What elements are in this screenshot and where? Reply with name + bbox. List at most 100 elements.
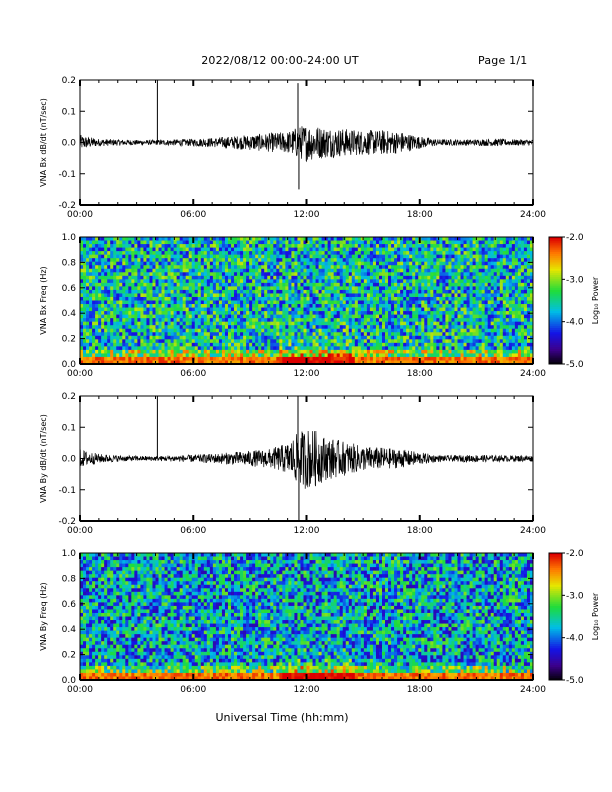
spectrogram-cell — [212, 237, 217, 241]
spectrogram-cell — [439, 335, 443, 340]
spectrogram-cell — [463, 318, 467, 323]
spectrogram-cell — [288, 360, 292, 365]
spectrogram-cell — [258, 254, 262, 259]
spectrogram-cell — [276, 289, 280, 294]
spectrogram-cell — [221, 261, 226, 266]
spectrogram-cell — [409, 311, 413, 316]
spectrogram-cell — [412, 254, 416, 259]
spectrogram-cell — [327, 332, 332, 337]
spectrogram-cell — [252, 265, 256, 270]
spectrogram-cell — [243, 268, 247, 273]
spectrogram-cell — [457, 332, 461, 337]
spectrogram-cell — [167, 318, 171, 323]
spectrogram-cell — [173, 300, 178, 305]
spectrogram-cell — [110, 261, 114, 266]
spectrogram-cell — [303, 293, 307, 298]
spectrogram-cell — [255, 272, 259, 277]
spectrogram-cell — [351, 251, 356, 256]
spectrogram-cell — [224, 293, 229, 298]
spectrogram-cell — [366, 286, 371, 291]
spectrogram-cell — [409, 272, 413, 277]
spectrogram-cell — [194, 321, 199, 326]
spectrogram-cell — [454, 304, 458, 308]
spectrogram-cell — [433, 258, 437, 263]
spectrogram-cell — [412, 261, 416, 266]
spectrogram-cell — [288, 240, 292, 245]
spectrogram-cell — [448, 258, 452, 263]
spectrogram-cell — [137, 332, 141, 337]
spectrogram-cell — [294, 282, 298, 287]
spectrogram-cell — [83, 240, 87, 245]
spectrogram-cell — [484, 286, 489, 291]
spectrogram-cell — [466, 275, 470, 280]
spectrogram-cell — [366, 272, 371, 277]
spectrogram-cell — [209, 251, 214, 256]
spectrogram-cell — [164, 328, 168, 333]
spectrogram-cell — [140, 237, 144, 241]
spectrogram-cell — [448, 275, 452, 280]
spectrogram-cell — [430, 318, 434, 323]
spectrogram-cell — [161, 296, 165, 301]
spectrogram-cell — [351, 279, 356, 284]
spectrogram-cell — [318, 268, 322, 273]
spectrogram-cell — [152, 353, 156, 358]
spectrogram-cell — [481, 332, 486, 337]
spectrogram-cell — [427, 251, 431, 256]
spectrogram-cell — [351, 258, 356, 263]
spectrogram-cell — [466, 268, 470, 273]
spectrogram-cell — [218, 237, 223, 241]
spectrogram-cell — [318, 314, 322, 319]
spectrogram-cell — [146, 265, 150, 270]
spectrogram-cell — [249, 244, 253, 248]
spectrogram-cell — [173, 342, 178, 347]
spectrogram-cell — [330, 237, 335, 241]
spectrogram-cell — [255, 311, 259, 316]
spectrogram-cell — [321, 244, 326, 248]
spectrogram-cell — [167, 265, 171, 270]
spectrogram-cell — [436, 247, 440, 252]
spectrogram-cell — [388, 328, 392, 333]
spectrogram-cell — [209, 258, 214, 263]
spectrogram-cell — [478, 318, 483, 323]
spectrogram-cell — [345, 307, 350, 312]
spectrogram-cell — [185, 325, 190, 330]
spectrogram-cell — [252, 254, 256, 259]
spectrogram-cell — [366, 247, 371, 252]
spectrogram-cell — [300, 244, 304, 248]
spectrogram-cell — [98, 272, 102, 277]
spectrogram-cell — [400, 321, 404, 326]
spectrogram-cell — [357, 314, 362, 319]
spectrogram-cell — [427, 360, 431, 365]
spectrogram-cell — [406, 314, 410, 319]
spectrogram-cell — [397, 356, 401, 361]
spectrogram-cell — [173, 258, 178, 263]
spectrogram-cell — [155, 244, 159, 248]
spectrogram-cell — [378, 272, 383, 277]
spectrogram-cell — [294, 244, 298, 248]
spectrogram-cell — [472, 300, 477, 305]
spectrogram-cell — [113, 272, 117, 277]
spectrogram-cell — [110, 282, 114, 287]
spectrogram-cell — [300, 353, 304, 358]
spectrogram-cell — [445, 356, 449, 361]
spectrogram-cell — [463, 272, 467, 277]
spectrogram-cell — [285, 289, 289, 294]
spectrogram-cell — [294, 261, 298, 266]
spectrogram-cell — [258, 314, 262, 319]
spectrogram-cell — [472, 279, 477, 284]
spectrogram-cell — [424, 307, 428, 312]
spectrogram-cell — [143, 360, 147, 365]
spectrogram-cell — [173, 335, 178, 340]
spectrogram-cell — [366, 318, 371, 323]
spectrogram-cell — [294, 296, 298, 301]
spectrogram-cell — [273, 261, 277, 266]
spectrogram-cell — [218, 311, 223, 316]
spectrogram-cell — [315, 258, 319, 263]
spectrogram-cell — [246, 311, 250, 316]
spectrogram-cell — [221, 335, 226, 340]
spectrogram-cell — [460, 328, 464, 333]
spectrogram-cell — [306, 342, 310, 347]
spectrogram-cell — [442, 296, 446, 301]
spectrogram-cell — [385, 349, 389, 354]
spectrogram-cell — [345, 342, 350, 347]
